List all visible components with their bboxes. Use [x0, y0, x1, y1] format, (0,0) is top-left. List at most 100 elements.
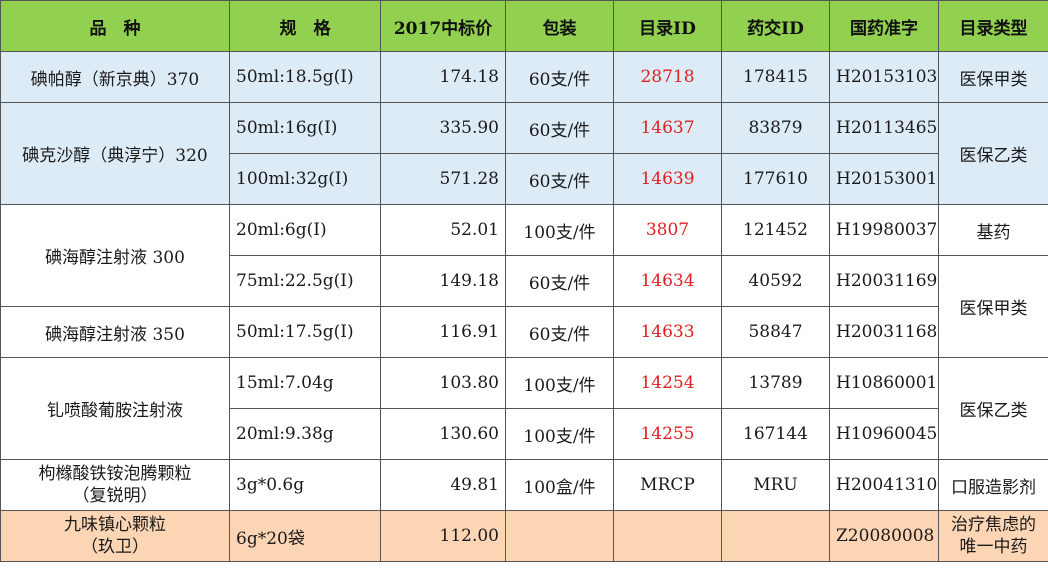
spec-cell: 6g*20袋: [229, 510, 381, 562]
spec-cell: 3g*0.6g: [229, 459, 381, 511]
type-cell: 医保甲类: [938, 51, 1048, 103]
catalog-id-cell: 14637: [613, 102, 722, 154]
table-row: 碘海醇注射液 300 20ml:6g(I) 52.01 100支/件 3807 …: [0, 204, 1048, 307]
trade-id-cell: 177610: [721, 153, 830, 205]
spec-cell: 100ml:32g(I): [229, 153, 381, 205]
price-cell: 52.01: [380, 204, 506, 256]
spec-cell: 50ml:18.5g(I): [229, 51, 381, 103]
trade-id-cell: 178415: [721, 51, 830, 103]
trade-id-cell: 83879: [721, 102, 830, 154]
drug-name: 碘克沙醇（典淳宁）320: [0, 102, 230, 205]
approval-cell: H20153103: [829, 51, 939, 103]
trade-id-cell: 40592: [721, 255, 830, 307]
type-cell: 口服造影剂: [938, 459, 1048, 511]
price-cell: 49.81: [380, 459, 506, 511]
pack-cell: 60支/件: [505, 51, 614, 103]
drug-name: 碘海醇注射液 300: [0, 204, 230, 307]
trade-id-cell: 58847: [721, 306, 830, 358]
type-cell: 医保乙类: [938, 357, 1048, 460]
price-cell: 103.80: [380, 357, 506, 409]
header-trade-id: 药交ID: [721, 0, 830, 52]
price-cell: 130.60: [380, 408, 506, 460]
trade-id-cell: 167144: [721, 408, 830, 460]
spec-cell: 15ml:7.04g: [229, 357, 381, 409]
pack-cell: 100支/件: [505, 357, 614, 409]
pack-cell: 60支/件: [505, 153, 614, 205]
catalog-id-cell: 3807: [613, 204, 722, 256]
table-row: 100ml:32g(I) 571.28 60支/件 14639 177610 H…: [1, 153, 1048, 205]
catalog-id-cell: MRCP: [613, 459, 722, 511]
header-name: 品 种: [0, 0, 230, 52]
approval-cell: H10960045: [829, 408, 939, 460]
type-cell: 基药: [938, 204, 1048, 256]
table-row: 枸橼酸铁铵泡腾颗粒 （复锐明） 3g*0.6g 49.81 100盒/件 MRC…: [0, 459, 1048, 511]
type-line2: 唯一中药: [959, 537, 1028, 557]
table-row: 20ml:9.38g 130.60 100支/件 14255 167144 H1…: [1, 408, 1048, 460]
spec-cell: 20ml:6g(I): [229, 204, 381, 256]
catalog-id-cell: [613, 510, 722, 562]
pack-cell: 60支/件: [505, 306, 614, 358]
pack-cell: 60支/件: [505, 255, 614, 307]
spec-cell: 50ml:16g(I): [229, 102, 381, 154]
price-cell: 571.28: [380, 153, 506, 205]
table-row: 碘帕醇（新京典）370 50ml:18.5g(I) 174.18 60支/件 2…: [0, 51, 1048, 103]
type-cell: 治疗焦虑的 唯一中药: [938, 510, 1048, 562]
catalog-id-cell: 14639: [613, 153, 722, 205]
pack-cell: 60支/件: [505, 102, 614, 154]
header-row: 品 种 规 格 2017中标价 包装 目录ID 药交ID 国药准字 目录类型: [0, 0, 1048, 52]
price-cell: 149.18: [380, 255, 506, 307]
drug-name-line2: （复锐明）: [72, 486, 158, 506]
table-row: 75ml:22.5g(I) 149.18 60支/件 14634 40592 H…: [1, 255, 1048, 358]
approval-cell: H20113465: [829, 102, 939, 154]
type-cell: 医保乙类: [938, 102, 1048, 205]
type-line1: 治疗焦虑的: [951, 515, 1036, 535]
drug-name: 碘帕醇（新京典）370: [0, 51, 230, 103]
approval-cell: H20031169: [829, 255, 939, 307]
spec-cell: 75ml:22.5g(I): [229, 255, 381, 307]
table-row: 碘海醇注射液 350 50ml:17.5g(I) 116.91 60支/件 14…: [0, 306, 1048, 358]
price-cell: 116.91: [380, 306, 506, 358]
approval-cell: H20041310: [829, 459, 939, 511]
drug-name-line1: 枸橼酸铁铵泡腾颗粒: [38, 464, 192, 484]
header-spec: 规 格: [229, 0, 381, 52]
spec-cell: 20ml:9.38g: [229, 408, 381, 460]
drug-name: 钆喷酸葡胺注射液: [0, 357, 230, 460]
trade-id-cell: 13789: [721, 357, 830, 409]
table-row: 碘克沙醇（典淳宁）320 50ml:16g(I) 335.90 60支/件 14…: [0, 102, 1048, 205]
trade-id-cell: [721, 510, 830, 562]
price-cell: 335.90: [380, 102, 506, 154]
catalog-id-cell: 14634: [613, 255, 722, 307]
header-pack: 包装: [505, 0, 614, 52]
header-catalog-id: 目录ID: [613, 0, 722, 52]
drug-name-line1: 九味镇心颗粒: [64, 515, 166, 535]
catalog-id-cell: 14255: [613, 408, 722, 460]
table-row: 钆喷酸葡胺注射液 15ml:7.04g 103.80 100支/件 14254 …: [0, 357, 1048, 460]
table-row: 九味镇心颗粒 （玖卫） 6g*20袋 112.00 Z20080008 治疗焦虑…: [0, 510, 1048, 562]
approval-cell: H20031168: [829, 306, 939, 358]
trade-id-cell: 121452: [721, 204, 830, 256]
approval-cell: H10860001: [829, 357, 939, 409]
drug-name: 枸橼酸铁铵泡腾颗粒 （复锐明）: [0, 459, 230, 511]
approval-cell: Z20080008: [829, 510, 939, 562]
pack-cell: 100支/件: [505, 408, 614, 460]
pack-cell: 100盒/件: [505, 459, 614, 511]
header-approval: 国药准字: [829, 0, 939, 52]
trade-id-cell: MRU: [721, 459, 830, 511]
pack-cell: 100支/件: [505, 204, 614, 256]
drug-name-line2: （玖卫）: [81, 537, 149, 557]
approval-cell: H19980037: [829, 204, 939, 256]
catalog-id-cell: 14633: [613, 306, 722, 358]
pack-cell: [505, 510, 614, 562]
price-cell: 112.00: [380, 510, 506, 562]
spec-cell: 50ml:17.5g(I): [229, 306, 381, 358]
catalog-id-cell: 14254: [613, 357, 722, 409]
drug-name: 九味镇心颗粒 （玖卫）: [0, 510, 230, 562]
catalog-id-cell: 28718: [613, 51, 722, 103]
header-type: 目录类型: [938, 0, 1048, 52]
type-cell: 医保甲类: [938, 255, 1048, 358]
price-cell: 174.18: [380, 51, 506, 103]
drug-name: 碘海醇注射液 350: [0, 306, 230, 358]
approval-cell: H20153001: [829, 153, 939, 205]
header-price: 2017中标价: [380, 0, 506, 52]
